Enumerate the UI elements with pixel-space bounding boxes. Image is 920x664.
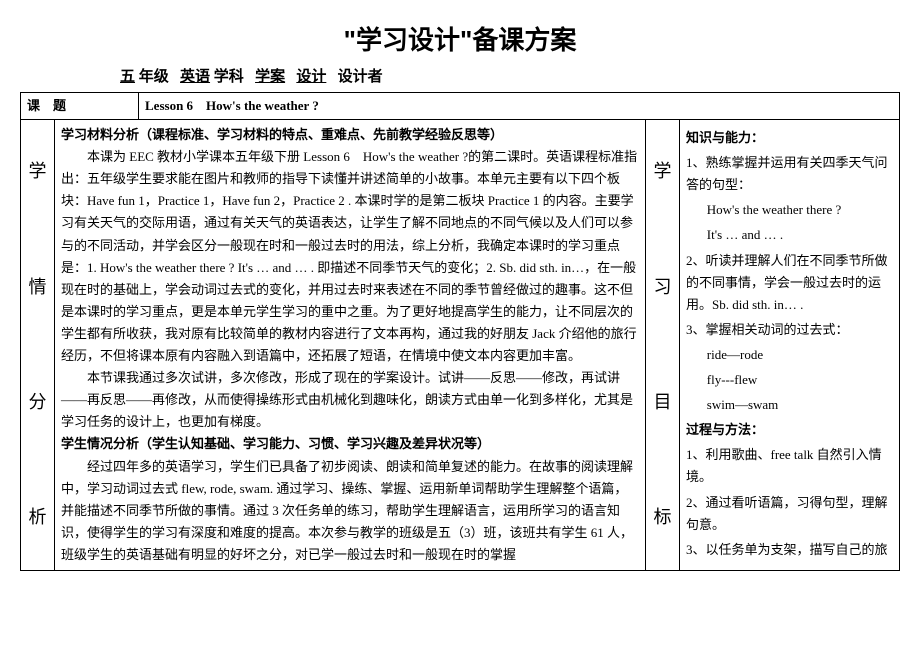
goal-k3b: fly---flew xyxy=(686,369,893,391)
designer-label: 设计者 xyxy=(338,69,383,85)
lesson-label: 课 题 xyxy=(27,98,66,113)
goal-p3: 3、以任务单为支架，描写自己的旅 xyxy=(686,539,893,561)
grade-suffix: 年级 xyxy=(135,69,169,85)
page-title: "学习设计"备课方案 xyxy=(20,20,900,57)
goals-cell: 知识与能力： 1、熟练掌握并运用有关四季天气问答的句型： How's the w… xyxy=(679,120,899,571)
goal-k1b: It's … and … . xyxy=(686,224,893,246)
analysis-p1: 本课为 EEC 教材小学课本五年级下册 Lesson 6 How's the w… xyxy=(61,146,639,367)
goal-k1a: How's the weather there ? xyxy=(686,199,893,221)
analysis-head-2: 学生情况分析（学生认知基础、学习能力、习惯、学习兴趣及差异状况等） xyxy=(61,433,639,455)
analysis-cell: 学习材料分析（课程标准、学习材料的特点、重难点、先前教学经验反思等） 本课为 E… xyxy=(55,120,646,571)
process-head: 过程与方法： xyxy=(686,419,893,441)
lesson-table: 课 题 Lesson 6 How's the weather ? 学情分析 学习… xyxy=(20,92,900,571)
goal-k1: 1、熟练掌握并运用有关四季天气问答的句型： xyxy=(686,152,893,196)
knowledge-head: 知识与能力： xyxy=(686,127,893,149)
lesson-title: Lesson 6 How's the weather ? xyxy=(145,98,319,113)
goal-k2: 2、听读并理解人们在不同季节所做的不同事情，学会一般过去时的运用。Sb. did… xyxy=(686,250,893,316)
subject-suffix: 学科 xyxy=(210,69,244,85)
subject-value: 英语 xyxy=(180,69,210,85)
goal-k3: 3、掌握相关动词的过去式： xyxy=(686,319,893,341)
sub-heading: 五 年级 英语 学科 学案 设计 设计者 xyxy=(20,65,900,86)
lesson-title-cell: Lesson 6 How's the weather ? xyxy=(139,93,900,120)
goal-k3a: ride—rode xyxy=(686,344,893,366)
plan-label: 学案 xyxy=(255,69,285,85)
right-vertical-label: 学习目标 xyxy=(645,120,679,571)
analysis-p2: 本节课我通过多次试讲，多次修改，形成了现在的学案设计。试讲——反思——修改，再试… xyxy=(61,367,639,433)
goal-p2: 2、通过看听语篇，习得句型，理解句意。 xyxy=(686,492,893,536)
analysis-p3: 经过四年多的英语学习，学生们已具备了初步阅读、朗读和简单复述的能力。在故事的阅读… xyxy=(61,456,639,566)
lesson-label-cell: 课 题 xyxy=(21,93,139,120)
left-vertical-label: 学情分析 xyxy=(21,120,55,571)
analysis-head-1: 学习材料分析（课程标准、学习材料的特点、重难点、先前教学经验反思等） xyxy=(61,124,639,146)
grade-value: 五 xyxy=(120,69,135,85)
goal-p1: 1、利用歌曲、free talk 自然引入情境。 xyxy=(686,444,893,488)
design-label: 设计 xyxy=(296,69,326,85)
goal-k3c: swim—swam xyxy=(686,394,893,416)
